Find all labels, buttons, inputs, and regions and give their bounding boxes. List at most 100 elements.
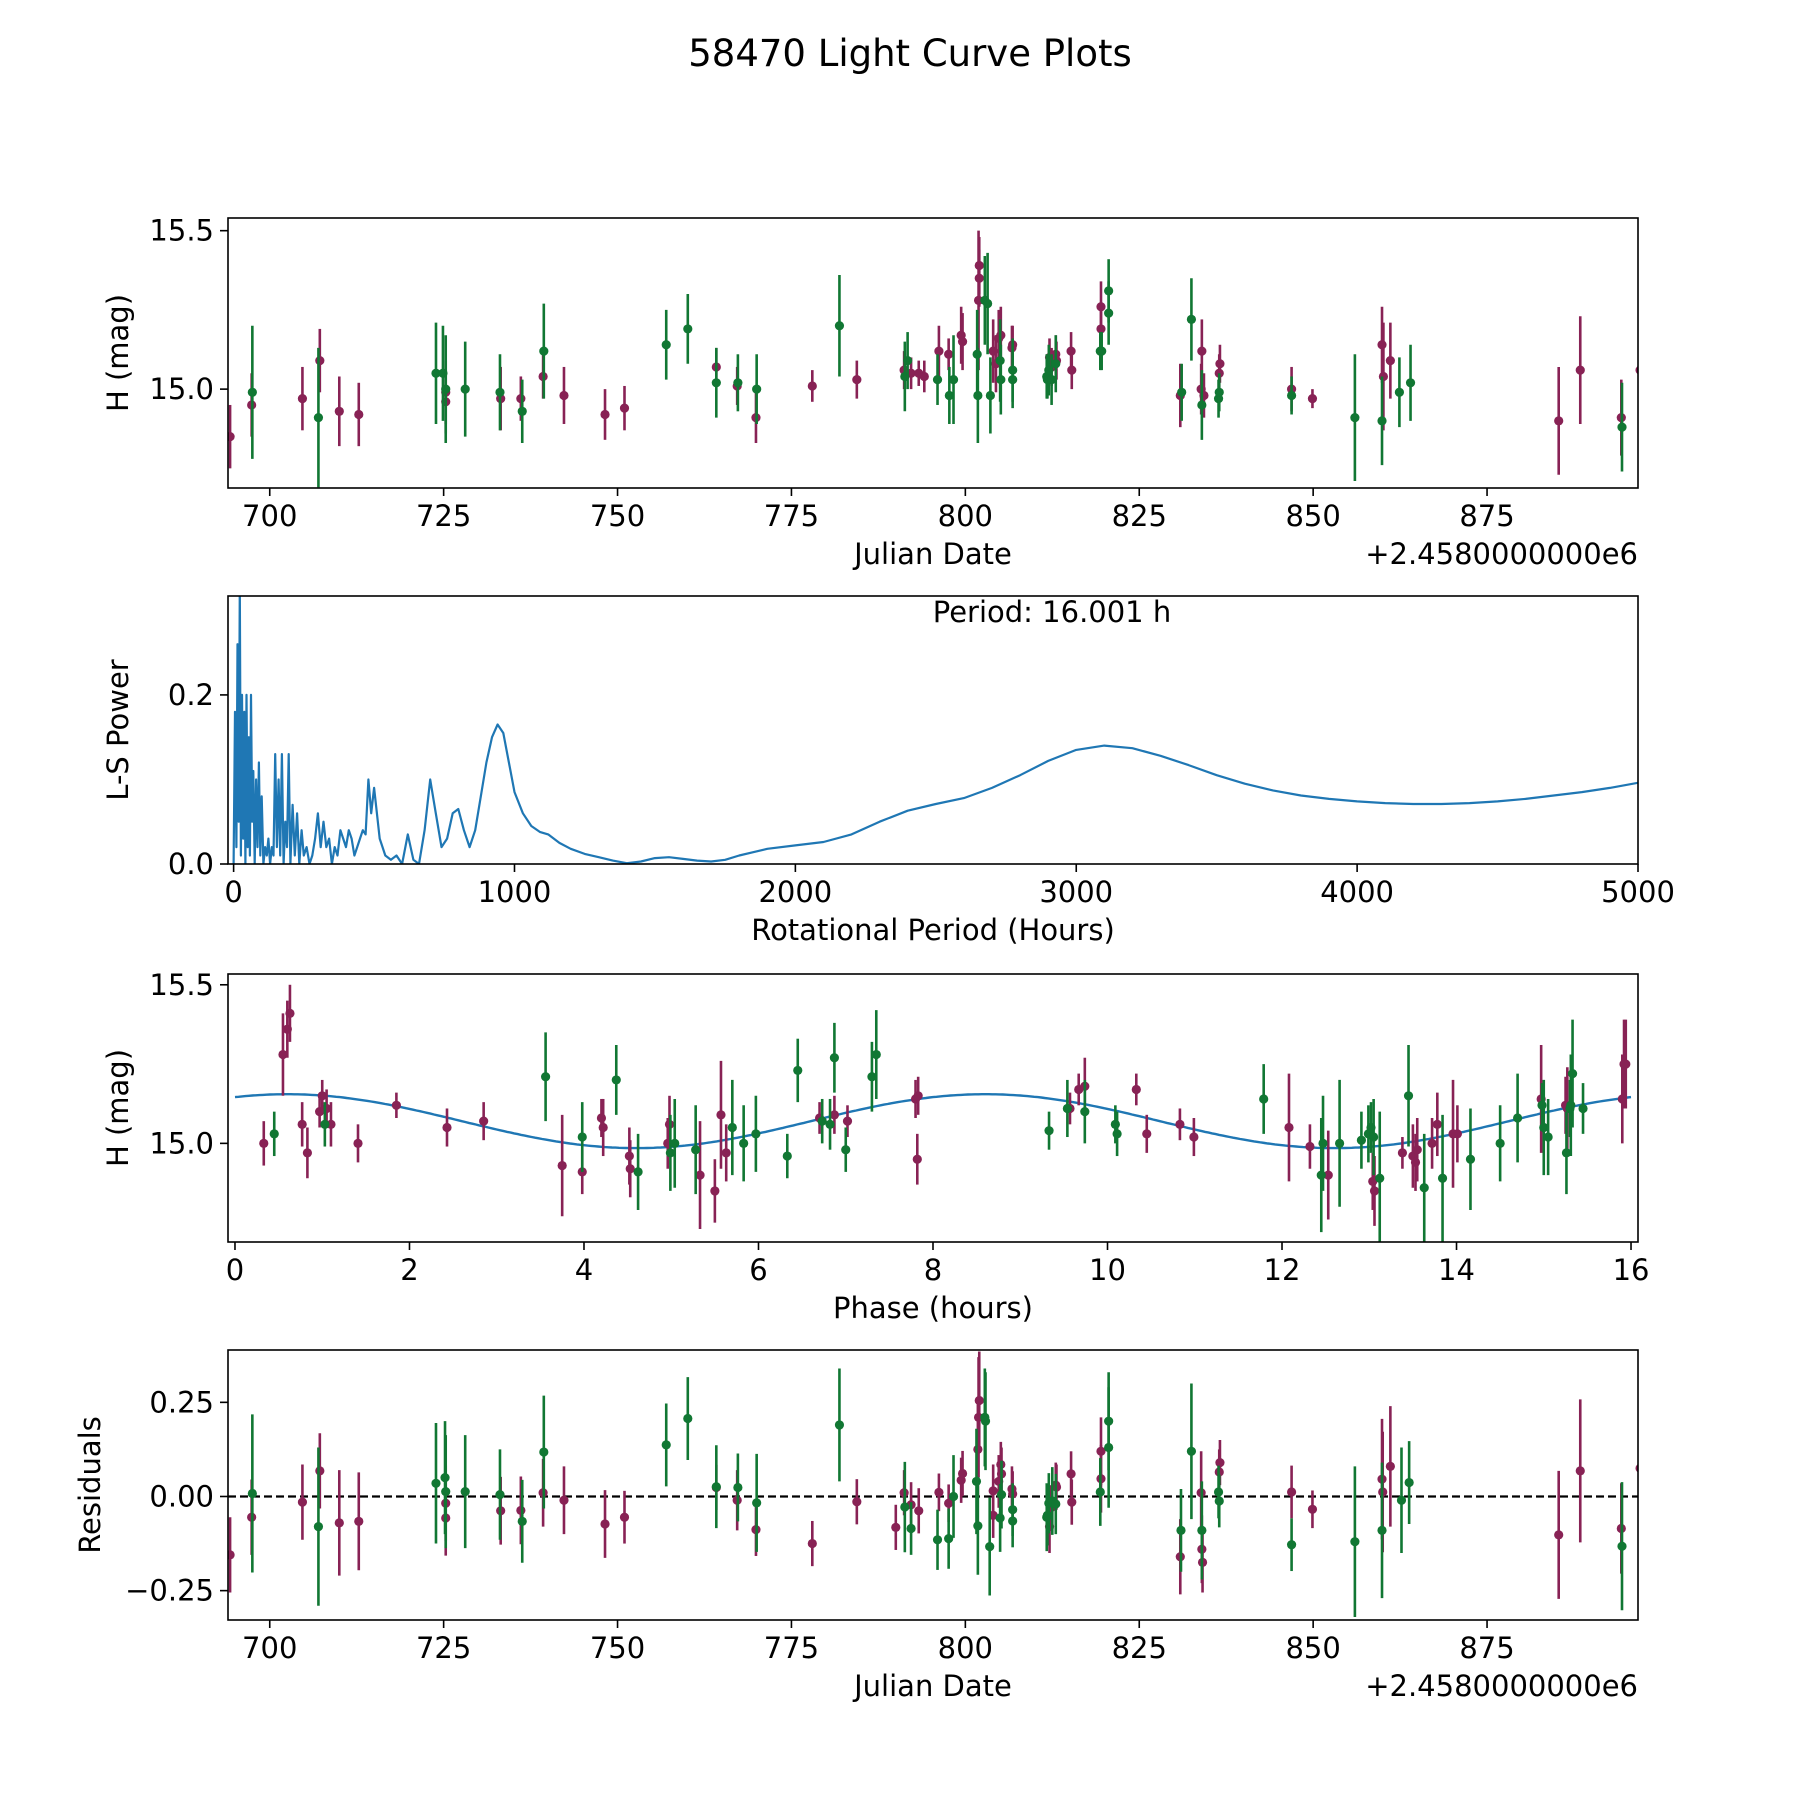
y-tick-label: 0.25: [149, 1385, 214, 1419]
marker: [733, 1482, 743, 1493]
marker: [1369, 1186, 1380, 1196]
marker: [354, 1516, 364, 1526]
plot-area: [228, 1351, 1638, 1617]
data-point: [441, 335, 451, 443]
data-point: [297, 1102, 307, 1147]
marker: [1404, 1477, 1414, 1488]
data-point: [906, 1502, 916, 1555]
data-point: [1095, 1458, 1105, 1526]
marker: [1042, 1510, 1053, 1520]
marker: [1465, 1154, 1476, 1164]
marker: [829, 1110, 840, 1120]
marker: [1286, 1540, 1297, 1550]
x-tick-label: 725: [416, 1631, 471, 1665]
data-point: [431, 322, 441, 424]
marker: [782, 1151, 792, 1161]
data-point: [1578, 1083, 1588, 1134]
x-tick-label: 775: [764, 1631, 819, 1665]
marker: [825, 1119, 835, 1129]
marker: [1080, 1107, 1090, 1117]
data-point: [1067, 351, 1077, 390]
data-point: [1403, 1045, 1414, 1147]
marker: [751, 1129, 761, 1139]
marker: [1495, 1138, 1505, 1148]
data-point: [841, 1127, 851, 1172]
data-point: [1394, 357, 1405, 428]
marker: [441, 384, 451, 394]
marker: [1186, 1446, 1197, 1456]
marker: [1405, 378, 1416, 388]
marker: [996, 375, 1006, 385]
data-point: [1567, 1019, 1578, 1128]
marker: [1437, 1173, 1448, 1183]
axes-frame: [227, 595, 1639, 865]
marker: [600, 1519, 610, 1529]
data-point: [852, 360, 862, 399]
data-point: [1323, 1130, 1333, 1220]
data-point: [948, 335, 959, 424]
x-tick-label: 875: [1459, 1631, 1514, 1665]
marker: [1175, 1119, 1185, 1129]
marker: [1575, 1466, 1585, 1476]
x-tick-label: 725: [416, 499, 471, 533]
marker: [841, 1145, 851, 1155]
marker: [619, 403, 630, 413]
marker: [957, 1468, 968, 1479]
axes-frame: [227, 1349, 1639, 1621]
x-tick-label: 2: [400, 1253, 418, 1287]
data-point: [1377, 1462, 1387, 1599]
data-point: [317, 1079, 327, 1112]
data-point: [1214, 1474, 1224, 1528]
marker: [1377, 416, 1387, 426]
data-point: [1561, 1111, 1572, 1195]
x-tick-label: 800: [938, 1631, 993, 1665]
marker: [1095, 1487, 1105, 1497]
marker: [932, 1535, 943, 1545]
data-point: [1307, 389, 1318, 409]
data-point: [354, 382, 364, 447]
marker: [1104, 1416, 1114, 1426]
data-point: [611, 1045, 621, 1115]
marker: [948, 375, 959, 385]
data-point: [900, 1461, 910, 1553]
marker: [1284, 1122, 1294, 1133]
marker: [495, 387, 505, 397]
data-point: [1112, 1111, 1122, 1157]
marker: [517, 1516, 527, 1526]
x-tick-label: 0: [224, 875, 242, 909]
y-tick-label: 0.2: [168, 678, 214, 712]
data-point: [973, 347, 983, 443]
data-point: [957, 313, 968, 371]
data-point: [313, 1447, 324, 1606]
data-point: [739, 1105, 749, 1182]
data-point: [751, 1095, 761, 1172]
panel-periodogram: 0 1000 2000 3000 4000 5000 0.0 0.2 Rotational Pe…: [101, 595, 1675, 947]
marker: [903, 356, 913, 366]
data-point: [539, 303, 549, 399]
data-point: [1051, 1473, 1061, 1535]
marker: [1403, 1091, 1414, 1101]
marker: [1316, 1170, 1326, 1180]
marker: [247, 387, 257, 397]
marker: [557, 1160, 567, 1171]
marker: [625, 1164, 635, 1174]
data-point: [633, 1133, 643, 1210]
marker: [479, 1116, 489, 1126]
data-point: [1214, 373, 1224, 412]
marker: [670, 1138, 680, 1148]
marker: [852, 375, 862, 385]
marker: [842, 1116, 853, 1126]
data-point: [695, 1121, 705, 1229]
data-point: [1385, 1406, 1395, 1527]
marker: [1067, 1497, 1077, 1507]
data-point: [1334, 1079, 1345, 1207]
data-point: [1575, 1399, 1585, 1543]
x-tick-label: 775: [764, 499, 819, 533]
data-point: [793, 1038, 803, 1103]
marker: [934, 1487, 944, 1497]
data-point: [944, 1508, 954, 1569]
marker: [944, 390, 954, 401]
x-tick-label: 4000: [1320, 875, 1394, 909]
marker: [1307, 394, 1318, 404]
